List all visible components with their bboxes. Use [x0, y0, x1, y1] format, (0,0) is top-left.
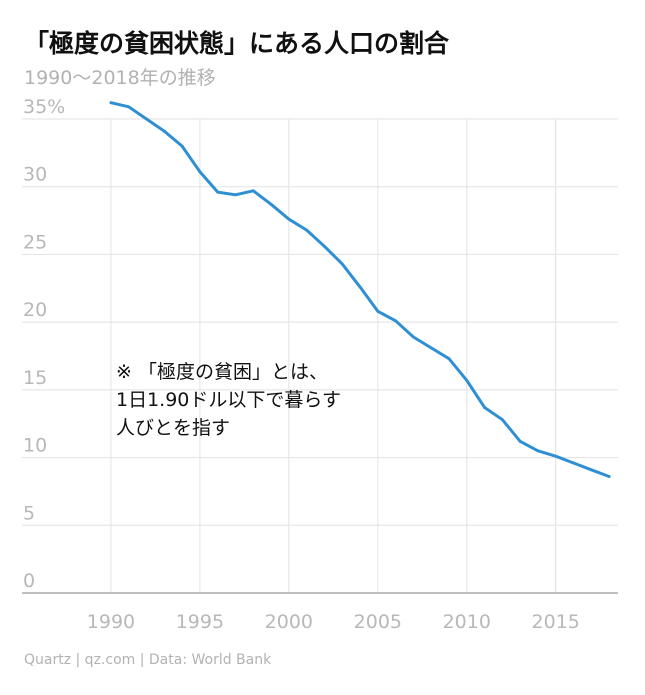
data-point-2007 — [412, 335, 415, 339]
data-point-1996 — [216, 190, 220, 194]
series-group — [109, 101, 611, 478]
data-point-2013 — [518, 439, 522, 443]
x-tick-label-2010: 2010 — [443, 611, 491, 633]
annotation-line-2: 1日1.90ドル以下で暮らす — [116, 389, 342, 411]
y-tick-label-10: 10 — [23, 435, 47, 457]
chart-subtitle: 1990〜2018年の推移 — [24, 67, 216, 89]
x-tick-label-2000: 2000 — [265, 611, 313, 633]
x-tick-label-1995: 1995 — [176, 611, 224, 633]
data-point-1991 — [127, 105, 131, 109]
data-point-1999 — [269, 202, 273, 206]
data-point-2014 — [536, 449, 540, 453]
data-point-2011 — [483, 406, 486, 409]
data-point-1994 — [180, 144, 184, 148]
data-point-2006 — [394, 319, 398, 323]
data-point-2004 — [358, 285, 362, 289]
data-point-1998 — [251, 189, 255, 193]
annotation-note: ※ 「極度の貧困」とは、 1日1.90ドル以下で暮らす 人びとを指す — [116, 358, 341, 442]
data-point-2012 — [500, 418, 504, 422]
data-point-2010 — [465, 378, 469, 382]
data-point-1997 — [234, 193, 237, 197]
x-tick-label-2015: 2015 — [532, 611, 580, 633]
data-point-2001 — [305, 228, 309, 232]
data-point-1992 — [145, 117, 148, 121]
data-point-2008 — [429, 346, 433, 350]
y-tick-labels: 0 5 10 15 20 25 30 35% — [23, 96, 65, 592]
x-tick-labels: 1990 1995 2000 2005 2010 2015 — [87, 611, 580, 633]
chart-title: 「極度の貧困状態」にある人口の割合 — [24, 29, 450, 58]
y-tick-label-30: 30 — [23, 164, 47, 186]
data-point-1995 — [198, 170, 202, 174]
data-point-1993 — [162, 129, 166, 133]
data-point-2017 — [589, 468, 593, 472]
data-point-2016 — [572, 461, 575, 465]
y-tick-label-20: 20 — [23, 299, 47, 321]
data-point-2015 — [554, 454, 558, 458]
x-tick-label-2005: 2005 — [354, 611, 402, 633]
data-point-2005 — [376, 309, 380, 313]
data-point-2000 — [287, 217, 291, 221]
data-point-2009 — [447, 357, 451, 361]
data-point-2003 — [340, 262, 344, 266]
y-tick-label-5: 5 — [23, 502, 35, 524]
y-tick-label-0: 0 — [23, 570, 35, 592]
y-gridlines — [22, 118, 618, 526]
data-point-1990 — [109, 101, 113, 105]
x-gridlines — [110, 119, 557, 593]
x-tick-label-1990: 1990 — [87, 611, 135, 633]
source-credit: Quartz | qz.com | Data: World Bank — [24, 652, 272, 668]
y-tick-label-25: 25 — [23, 231, 47, 253]
y-tick-label-15: 15 — [23, 367, 47, 389]
annotation-line-1: ※ 「極度の貧困」とは、 — [116, 361, 328, 383]
annotation-line-3: 人びとを指す — [116, 417, 231, 439]
y-tick-label-35: 35% — [23, 96, 65, 118]
data-point-2002 — [323, 244, 326, 248]
data-point-2018 — [607, 475, 611, 478]
